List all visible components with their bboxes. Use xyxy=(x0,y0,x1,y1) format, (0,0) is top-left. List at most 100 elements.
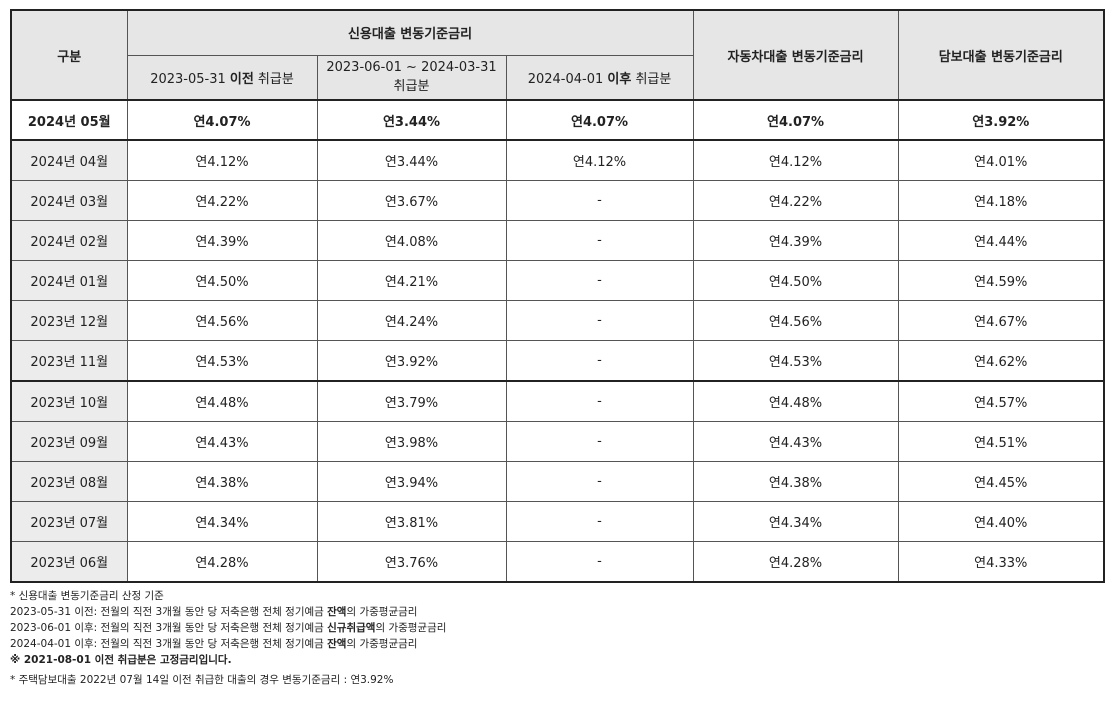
row-month: 2024년 01월 xyxy=(10,260,128,301)
row-auto: 연4.28% xyxy=(692,541,899,583)
row-auto: 연4.12% xyxy=(692,139,899,181)
table-row: 2024년 03월 연4.22% 연3.67% - 연4.22% 연4.18% xyxy=(10,180,1105,221)
row-credit-between: 연3.81% xyxy=(316,501,507,542)
row-auto: 연4.39% xyxy=(692,220,899,261)
row-credit-after: - xyxy=(505,340,694,382)
table-row: 2023년 07월 연4.34% 연3.81% - 연4.34% 연4.40% xyxy=(10,501,1105,542)
row-auto: 연4.34% xyxy=(692,501,899,542)
row-credit-before: 연4.28% xyxy=(126,541,318,583)
row-mortgage: 연4.57% xyxy=(897,380,1105,422)
header-auto: 자동차대출 변동기준금리 xyxy=(692,9,899,101)
row-auto: 연4.50% xyxy=(692,260,899,301)
row-mortgage: 연4.67% xyxy=(897,300,1105,341)
row-credit-between: 연4.24% xyxy=(316,300,507,341)
row-mortgage: 연4.01% xyxy=(897,139,1105,181)
row-credit-between: 연3.79% xyxy=(316,380,507,422)
row-mortgage: 연4.40% xyxy=(897,501,1105,542)
row-credit-after: - xyxy=(505,501,694,542)
row-credit-between: 연3.94% xyxy=(316,461,507,502)
header-credit-before: 2023-05-31 이전 취급분 xyxy=(126,54,318,101)
current-credit-before: 연4.07% xyxy=(126,99,318,141)
row-credit-between: 연3.76% xyxy=(316,541,507,583)
row-credit-after: - xyxy=(505,461,694,502)
header-credit-after: 2024-04-01 이후 취급분 xyxy=(505,54,694,101)
row-credit-after: - xyxy=(505,180,694,221)
row-credit-after: 연4.12% xyxy=(505,139,694,181)
row-month: 2024년 02월 xyxy=(10,220,128,261)
row-credit-between: 연3.92% xyxy=(316,340,507,382)
current-mortgage: 연3.92% xyxy=(897,99,1105,141)
row-credit-after: - xyxy=(505,300,694,341)
row-credit-before: 연4.12% xyxy=(126,139,318,181)
row-month: 2023년 12월 xyxy=(10,300,128,341)
row-credit-after: - xyxy=(505,541,694,583)
row-auto: 연4.56% xyxy=(692,300,899,341)
header-credit-between: 2023-06-01 ~ 2024-03-31 취급분 xyxy=(316,54,507,101)
rate-table-container: 구분 신용대출 변동기준금리 자동차대출 변동기준금리 담보대출 변동기준금리 … xyxy=(10,9,1106,688)
note-title: * 신용대출 변동기준금리 산정 기준 xyxy=(10,590,164,602)
row-mortgage: 연4.45% xyxy=(897,461,1105,502)
current-credit-after: 연4.07% xyxy=(505,99,694,141)
row-credit-after: - xyxy=(505,260,694,301)
table-row: 2024년 02월 연4.39% 연4.08% - 연4.39% 연4.44% xyxy=(10,220,1105,261)
table-row: 2023년 10월 연4.48% 연3.79% - 연4.48% 연4.57% xyxy=(10,380,1105,422)
current-auto: 연4.07% xyxy=(692,99,899,141)
row-month: 2023년 10월 xyxy=(10,380,128,422)
note-line-3: 2024-04-01 이후: 전월의 직전 3개월 동안 당 저축은행 전체 정… xyxy=(10,638,418,650)
table-row: 2024년 01월 연4.50% 연4.21% - 연4.50% 연4.59% xyxy=(10,260,1105,301)
row-credit-before: 연4.34% xyxy=(126,501,318,542)
row-credit-between: 연4.08% xyxy=(316,220,507,261)
current-credit-between: 연3.44% xyxy=(316,99,507,141)
row-auto: 연4.43% xyxy=(692,421,899,462)
row-credit-before: 연4.50% xyxy=(126,260,318,301)
note-line-2: 2023-06-01 이후: 전월의 직전 3개월 동안 당 저축은행 전체 정… xyxy=(10,622,447,634)
row-credit-between: 연3.44% xyxy=(316,139,507,181)
row-credit-before: 연4.39% xyxy=(126,220,318,261)
note-line-1: 2023-05-31 이전: 전월의 직전 3개월 동안 당 저축은행 전체 정… xyxy=(10,606,418,618)
row-mortgage: 연4.18% xyxy=(897,180,1105,221)
row-auto: 연4.53% xyxy=(692,340,899,382)
row-credit-between: 연3.67% xyxy=(316,180,507,221)
row-credit-after: - xyxy=(505,421,694,462)
current-month: 2024년 05월 xyxy=(10,99,128,141)
row-mortgage: 연4.33% xyxy=(897,541,1105,583)
row-auto: 연4.22% xyxy=(692,180,899,221)
row-credit-before: 연4.43% xyxy=(126,421,318,462)
row-month: 2024년 04월 xyxy=(10,139,128,181)
table-row: 2023년 12월 연4.56% 연4.24% - 연4.56% 연4.67% xyxy=(10,300,1105,341)
table-row: 2023년 11월 연4.53% 연3.92% - 연4.53% 연4.62% xyxy=(10,340,1105,382)
row-month: 2023년 06월 xyxy=(10,541,128,583)
table-row: 2023년 06월 연4.28% 연3.76% - 연4.28% 연4.33% xyxy=(10,541,1105,583)
row-credit-between: 연3.98% xyxy=(316,421,507,462)
header-gubun: 구분 xyxy=(10,9,128,101)
row-auto: 연4.38% xyxy=(692,461,899,502)
table-row: 2023년 08월 연4.38% 연3.94% - 연4.38% 연4.45% xyxy=(10,461,1105,502)
row-month: 2023년 07월 xyxy=(10,501,128,542)
table-row: 2023년 09월 연4.43% 연3.98% - 연4.43% 연4.51% xyxy=(10,421,1105,462)
row-mortgage: 연4.62% xyxy=(897,340,1105,382)
row-month: 2023년 08월 xyxy=(10,461,128,502)
row-credit-before: 연4.56% xyxy=(126,300,318,341)
row-credit-after: - xyxy=(505,220,694,261)
row-credit-before: 연4.22% xyxy=(126,180,318,221)
rate-table: 구분 신용대출 변동기준금리 자동차대출 변동기준금리 담보대출 변동기준금리 … xyxy=(10,9,1106,583)
row-credit-before: 연4.48% xyxy=(126,380,318,422)
row-mortgage: 연4.44% xyxy=(897,220,1105,261)
current-month-row: 2024년 05월 연4.07% 연3.44% 연4.07% 연4.07% 연3… xyxy=(10,99,1105,141)
footnotes: * 신용대출 변동기준금리 산정 기준 2023-05-31 이전: 전월의 직… xyxy=(10,588,1103,688)
header-credit-group: 신용대출 변동기준금리 xyxy=(126,9,694,56)
note-mortgage: * 주택담보대출 2022년 07월 14일 이전 취급한 대출의 경우 변동기… xyxy=(10,674,394,686)
row-credit-before: 연4.38% xyxy=(126,461,318,502)
row-auto: 연4.48% xyxy=(692,380,899,422)
row-credit-between: 연4.21% xyxy=(316,260,507,301)
row-month: 2023년 11월 xyxy=(10,340,128,382)
row-mortgage: 연4.51% xyxy=(897,421,1105,462)
row-credit-after: - xyxy=(505,380,694,422)
row-month: 2023년 09월 xyxy=(10,421,128,462)
row-month: 2024년 03월 xyxy=(10,180,128,221)
header-mortgage: 담보대출 변동기준금리 xyxy=(897,9,1105,101)
row-mortgage: 연4.59% xyxy=(897,260,1105,301)
note-fixed-rate: ※ 2021-08-01 이전 취급분은 고정금리입니다. xyxy=(10,654,232,666)
row-credit-before: 연4.53% xyxy=(126,340,318,382)
table-row: 2024년 04월 연4.12% 연3.44% 연4.12% 연4.12% 연4.01% xyxy=(10,139,1105,181)
